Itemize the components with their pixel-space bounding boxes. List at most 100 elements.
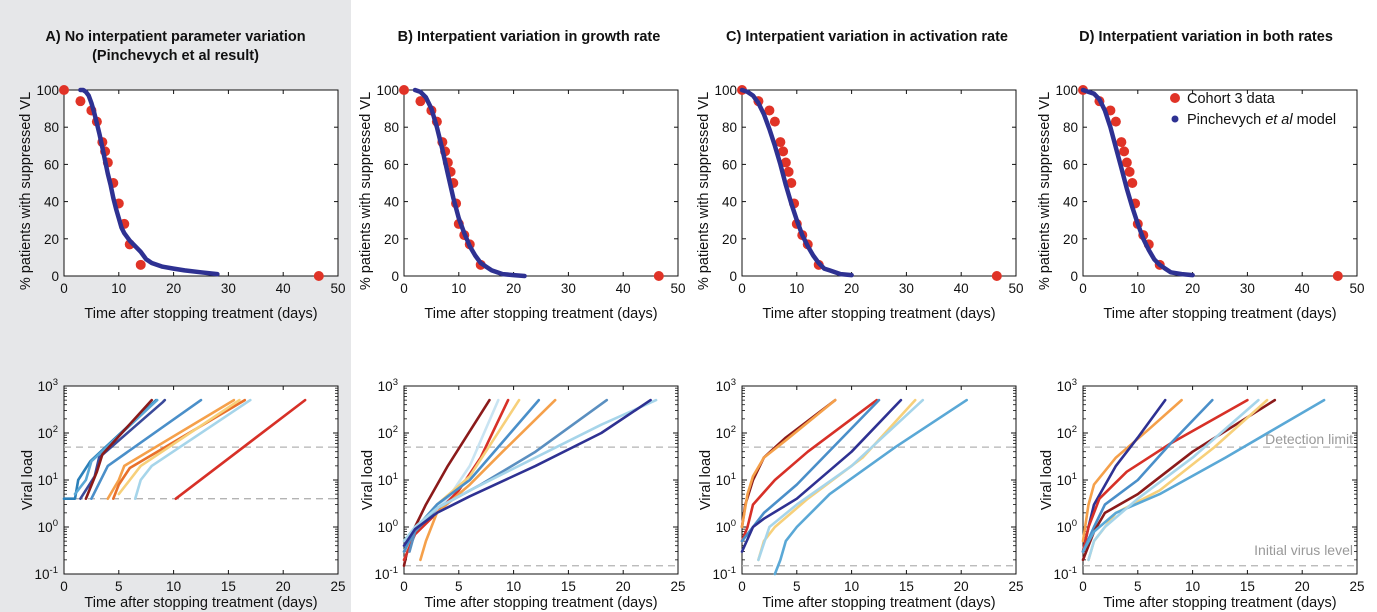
panel-c-top-xtick-label: 40 <box>954 281 969 296</box>
panel-b-title: B) Interpatient variation in growth rate <box>370 28 688 47</box>
panel-d-top-ytick-label: 20 <box>1063 232 1078 247</box>
panel-b-top-data-point <box>653 271 664 281</box>
panel-a-bottom-xlabel: Time after stopping treatment (days) <box>84 595 317 611</box>
panel-b-bottom-ylabel: Viral load <box>360 450 376 510</box>
panel-d-top-ylabel: % patients with suppressed VL <box>1037 92 1053 290</box>
panel-c-top-xtick-label: 50 <box>1008 281 1023 296</box>
panel-c-top-xtick-label: 0 <box>738 281 746 296</box>
panel-a-top-xtick-label: 50 <box>330 281 345 296</box>
panel-c-top-ytick-label: 20 <box>722 232 737 247</box>
panel-c-bottom-ytick-label: 10-1 <box>713 565 736 582</box>
panel-c-top-data-point <box>991 271 1002 281</box>
legend: Cohort 3 data Pinchevych et al model <box>1170 91 1336 128</box>
panel-d-bottom-xtick-label: 15 <box>1240 579 1255 594</box>
panel-b-bottom-xtick-label: 20 <box>616 579 631 594</box>
panel-a-title: A) No interpatient parameter variation (… <box>0 28 351 66</box>
panel-d-bottom-patient-trajectory <box>1087 398 1260 562</box>
panel-c-top-data-point <box>764 105 775 116</box>
panel-d-top-chart: 0 10 20 30 40 50 0 20 40 60 80 100 Time after stoppi… <box>1037 83 1365 322</box>
panel-c-top-xtick-label: 10 <box>789 281 804 296</box>
panel-c-top-xtick-label: 20 <box>844 281 859 296</box>
panel-a-top-ytick-label: 100 <box>36 83 59 98</box>
panel-b-top-data-point <box>399 85 409 95</box>
panel-c-top-data-point <box>775 137 786 148</box>
panel-d-top-data-point <box>1124 166 1135 177</box>
panel-a-bottom-patient-trajectory <box>84 398 153 501</box>
panel-b-top-ytick-label: 100 <box>376 83 399 98</box>
panel-a-top-xtick-label: 20 <box>166 281 181 296</box>
panel-d-top-model-line <box>1080 87 1195 278</box>
panel-c-bottom-patient-trajectory <box>740 398 881 543</box>
panel-b-top-plot-frame <box>403 89 679 277</box>
panel-b-bottom-ytick-label: 101 <box>378 471 398 488</box>
panel-c-top-plot-frame <box>741 89 1017 277</box>
panel-d-title: D) Interpatient variation in both rates <box>1045 28 1367 47</box>
panel-a-bottom-xtick-label: 5 <box>115 579 123 594</box>
panel-b-top-xtick-label: 50 <box>670 281 685 296</box>
panel-a-top-xtick-label: 0 <box>60 281 68 296</box>
panel-b-top-ytick-label: 60 <box>384 157 399 172</box>
panel-d-bottom-patient-trajectory <box>1081 398 1277 562</box>
panel-b-top-xtick-label: 30 <box>561 281 576 296</box>
panel-d-top-data-point <box>1110 116 1121 127</box>
panel-a-title-line2: (Pinchevych et al result) <box>92 48 259 64</box>
panel-a-top-ylabel: % patients with suppressed VL <box>18 92 34 290</box>
panel-d-bottom-xtick-label: 25 <box>1349 579 1364 594</box>
panel-d-top-xlabel: Time after stopping treatment (days) <box>1103 306 1336 322</box>
panel-a-top-xtick-label: 40 <box>276 281 291 296</box>
panel-c-bottom-xlabel: Time after stopping treatment (days) <box>762 595 995 611</box>
panel-a-title-line1: A) No interpatient parameter variation <box>45 29 306 45</box>
panel-b-bottom-ytick-label: 103 <box>378 377 398 394</box>
panel-d-top-xtick-label: 30 <box>1240 281 1255 296</box>
panel-d-bottom-ytick-label: 10-1 <box>1054 565 1077 582</box>
panel-d-bottom-patient-trajectory <box>1087 398 1269 562</box>
panel-a-top-xtick-label: 30 <box>221 281 236 296</box>
panel-c-top-data-point <box>769 116 780 127</box>
panel-c-title-line1: C) Interpatient variation in activation … <box>726 29 1008 45</box>
panel-c-top-data-point <box>778 146 789 157</box>
panel-d-bottom-xlabel: Time after stopping treatment (days) <box>1103 595 1336 611</box>
panel-d-top-data-point <box>1121 157 1132 168</box>
panel-b-bottom-chart: 0 5 10 15 20 25 10-1 100 101 102 103 Time after sto… <box>360 377 686 611</box>
panel-c-top-ytick-label: 0 <box>729 269 737 284</box>
panel-a-top-xlabel: Time after stopping treatment (days) <box>84 306 317 322</box>
panel-b-top-data-point <box>415 96 426 107</box>
panel-c-top-ytick-label: 100 <box>714 83 737 98</box>
panel-d-bottom-patient-trajectory <box>1081 398 1214 553</box>
panel-d-bottom-xtick-label: 0 <box>1079 579 1087 594</box>
panel-d-top-data-point <box>1332 271 1343 281</box>
panel-b-top-ytick-label: 0 <box>391 269 399 284</box>
panel-c-top-ylabel: % patients with suppressed VL <box>696 92 712 290</box>
panel-d-top-data-point <box>1119 146 1130 157</box>
panel-a-bottom-ylabel: Viral load <box>20 450 36 510</box>
panel-c-top-chart: 0 10 20 30 40 50 0 20 40 60 80 100 Time after stoppi… <box>696 83 1024 322</box>
panel-a-bottom-ytick-label: 10-1 <box>35 565 58 582</box>
panel-a-top-model-line <box>78 87 220 277</box>
panel-b-bottom-xtick-label: 10 <box>506 579 521 594</box>
panel-c-bottom-patient-trajectory <box>740 398 903 553</box>
panel-a-bottom-ytick-label: 101 <box>38 471 58 488</box>
panel-c-bottom-xtick-label: 5 <box>793 579 801 594</box>
panel-d-bottom-xtick-label: 10 <box>1185 579 1200 594</box>
panel-d-bottom-ylabel: Viral load <box>1039 450 1055 510</box>
panel-b-bottom-ytick-label: 100 <box>378 518 398 535</box>
panel-c-top-ytick-label: 80 <box>722 120 737 135</box>
panel-a-bottom-patient-trajectory <box>106 398 236 501</box>
panel-a-bottom-patient-trajectory <box>117 398 241 496</box>
panel-a-top-ytick-label: 60 <box>44 157 59 172</box>
panel-a-bottom-patient-trajectory <box>133 398 252 501</box>
panel-d-title-line1: D) Interpatient variation in both rates <box>1079 29 1333 45</box>
panel-b-top-xtick-label: 40 <box>616 281 631 296</box>
panel-b-title-line1: B) Interpatient variation in growth rate <box>397 29 661 45</box>
panel-a-top-data-point <box>135 259 146 270</box>
panel-b-top-xtick-label: 20 <box>506 281 521 296</box>
panel-d-bottom-chart: 0 5 10 15 20 25 10-1 100 101 102 103 Time after sto… <box>1039 377 1365 611</box>
panel-d-top-ytick-label: 0 <box>1070 269 1078 284</box>
panel-c-top-xlabel: Time after stopping treatment (days) <box>762 306 995 322</box>
panel-c-bottom-patient-trajectory <box>757 398 917 562</box>
panel-c-top-ytick-label: 40 <box>722 195 737 210</box>
panel-b-bottom-xtick-label: 25 <box>670 579 685 594</box>
panel-a-top-data-point <box>313 271 324 281</box>
annotation-initial-virus-level: Initial virus level <box>1254 542 1353 558</box>
panel-a-bottom-ytick-label: 100 <box>38 518 58 535</box>
